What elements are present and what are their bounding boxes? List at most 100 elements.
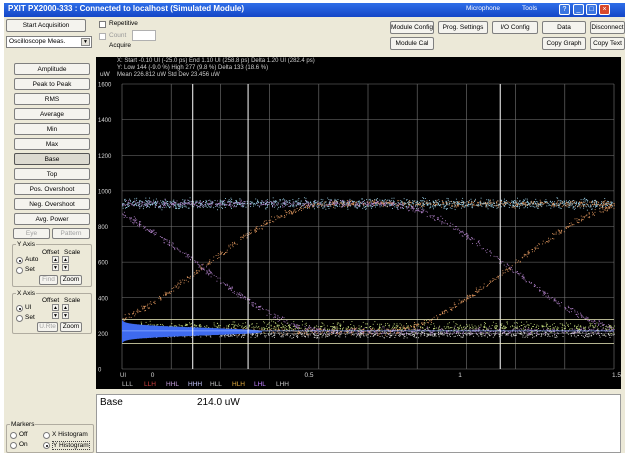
- start-acquisition-button[interactable]: Start Acquisition: [6, 19, 86, 32]
- repetitive-label: Repetitive: [109, 20, 138, 27]
- y-tick-label: 1600: [98, 83, 112, 89]
- x-axis-group: X Axis: [12, 290, 92, 334]
- y-unit-label: uW: [100, 71, 110, 78]
- tab-eye[interactable]: Eye: [13, 228, 50, 239]
- x-offset-down-icon[interactable]: ▼: [52, 312, 59, 319]
- x-tick-label: 1: [458, 372, 462, 379]
- x-offset-up-icon[interactable]: ▲: [52, 304, 59, 311]
- x-scale-label: Scale: [64, 297, 81, 304]
- module-config-button[interactable]: Module Config: [390, 21, 434, 34]
- repetitive-checkbox[interactable]: [99, 21, 106, 28]
- trace-fall-1: [122, 211, 614, 336]
- y-offset-down-icon[interactable]: ▼: [52, 264, 59, 271]
- x-scale-up-icon[interactable]: ▲: [62, 304, 69, 311]
- measure-peak-to-peak-button[interactable]: Peak to Peak: [14, 78, 90, 90]
- y-histogram-radio[interactable]: [43, 442, 50, 449]
- y-tick-label: 1200: [98, 154, 112, 160]
- mode-select[interactable]: Oscilloscope Meas. ▼: [6, 36, 92, 48]
- y-histogram: [122, 319, 262, 344]
- measure-avg-power-button[interactable]: Avg. Power: [14, 213, 90, 225]
- trace-rise-2: [122, 203, 615, 336]
- tools-menu[interactable]: Tools: [522, 5, 538, 12]
- measure-pos-overshoot-button[interactable]: Pos. Overshoot: [14, 183, 90, 195]
- y-set-radio[interactable]: [16, 267, 23, 274]
- y-histogram-label: Y Histogram: [52, 441, 90, 450]
- marker-off-radio[interactable]: [10, 432, 17, 439]
- measure-amplitude-button[interactable]: Amplitude: [14, 63, 90, 75]
- y-axis-group: Y Axis: [12, 241, 92, 287]
- measure-list: Amplitude Peak to Peak RMS Average Min M…: [12, 61, 92, 225]
- minimize-icon[interactable]: _: [573, 4, 584, 15]
- copy-graph-button[interactable]: Copy Graph: [542, 37, 586, 50]
- trace-high: [122, 197, 614, 211]
- y-tick-label: 1000: [98, 189, 112, 195]
- info-line-stats: Mean 226.812 uW Std Dev 23.456 uW: [117, 72, 220, 78]
- marker-on-label: On: [19, 441, 28, 448]
- measure-top-button[interactable]: Top: [14, 168, 90, 180]
- window-title: PXIT PX2000-333 : Connected to localhost…: [8, 4, 245, 13]
- mode-select-value: Oscilloscope Meas.: [9, 38, 66, 45]
- y-auto-radio[interactable]: [16, 257, 23, 264]
- data-button[interactable]: Data: [542, 21, 586, 34]
- x-ui-label: UI: [25, 304, 32, 311]
- trace-rise-1: [122, 199, 615, 322]
- chevron-down-icon[interactable]: ▼: [81, 38, 90, 46]
- x-zoom-button[interactable]: Zoom: [60, 322, 82, 332]
- eye-diagram-graph[interactable]: 1600 1400 1200 1000 800 600 400 200 0 0 0.5 1 1.5 UI L…: [96, 57, 621, 389]
- y-tick-label: 200: [98, 332, 109, 338]
- markers-group: Markers: [6, 421, 94, 453]
- markers-title: Markers: [11, 421, 35, 428]
- y-set-label: Set: [25, 266, 35, 273]
- x-set-label: Set: [25, 314, 35, 321]
- maximize-icon[interactable]: □: [586, 4, 597, 15]
- marker-on-radio[interactable]: [10, 442, 17, 449]
- x-tick-label: 0.5: [305, 372, 314, 379]
- measure-average-button[interactable]: Average: [14, 108, 90, 120]
- count-label: Count: [109, 32, 127, 39]
- y-tick-label: 0: [98, 368, 102, 374]
- measure-min-button[interactable]: Min: [14, 123, 90, 135]
- prog-settings-button[interactable]: Prog. Settings: [438, 21, 488, 34]
- y-scale-down-icon[interactable]: ▼: [62, 264, 69, 271]
- y-scale-up-icon[interactable]: ▲: [62, 256, 69, 263]
- y-axis-title: Y Axis: [17, 241, 35, 248]
- x-histogram-label: X Histogram: [52, 431, 88, 438]
- info-line-x: X: Start -0.10 UI (-25.0 ps) End 1.10 UI…: [117, 58, 315, 64]
- disconnect-button[interactable]: Disconnect: [590, 21, 625, 34]
- measure-neg-overshoot-button[interactable]: Neg. Overshoot: [14, 198, 90, 210]
- close-icon[interactable]: ×: [599, 4, 610, 15]
- y-find-button[interactable]: Find: [39, 275, 58, 285]
- y-tick-label: 400: [98, 296, 109, 302]
- pattern-label-hll: HLL: [210, 381, 222, 388]
- result-name: Base: [100, 397, 123, 408]
- y-tick-label: 800: [98, 225, 109, 231]
- y-tick-label: 600: [98, 261, 109, 267]
- copy-text-button[interactable]: Copy Text: [590, 37, 625, 50]
- x-ui-button[interactable]: U.Rte: [37, 322, 58, 332]
- y-zoom-button[interactable]: Zoom: [60, 275, 82, 285]
- x-scale-down-icon[interactable]: ▼: [62, 312, 69, 319]
- trace-fall-2: [122, 199, 615, 333]
- y-offset-label: Offset: [42, 249, 60, 256]
- help-icon[interactable]: ?: [559, 4, 570, 15]
- count-input[interactable]: [132, 30, 156, 41]
- io-config-button[interactable]: I/O Config: [492, 21, 538, 34]
- measure-max-button[interactable]: Max: [14, 138, 90, 150]
- measurement-readout: Base 214.0 uW: [96, 394, 621, 453]
- title-bar: PXIT PX2000-333 : Connected to localhost…: [4, 3, 625, 17]
- measure-rms-button[interactable]: RMS: [14, 93, 90, 105]
- x-set-radio[interactable]: [16, 315, 23, 322]
- tab-pattern[interactable]: Pattern: [52, 228, 90, 239]
- measure-base-button[interactable]: Base: [14, 153, 90, 165]
- pattern-label-hlh: HLH: [232, 381, 245, 388]
- eye-diagram-svg: 1600 1400 1200 1000 800 600 400 200 0 0 0.5 1 1.5 UI L…: [98, 83, 621, 389]
- x-tick-label: 0: [151, 372, 155, 379]
- x-histogram-radio[interactable]: [43, 432, 50, 439]
- count-checkbox[interactable]: [99, 33, 106, 40]
- x-ui-radio[interactable]: [16, 305, 23, 312]
- y-offset-up-icon[interactable]: ▲: [52, 256, 59, 263]
- info-line-y: Y: Low 144 (-9.0 %) High 277 (9.8 %) Del…: [117, 65, 269, 71]
- x-axis-title: X Axis: [17, 290, 36, 297]
- module-cal-button[interactable]: Module Cal: [390, 37, 434, 50]
- microphone-menu[interactable]: Microphone: [466, 5, 500, 12]
